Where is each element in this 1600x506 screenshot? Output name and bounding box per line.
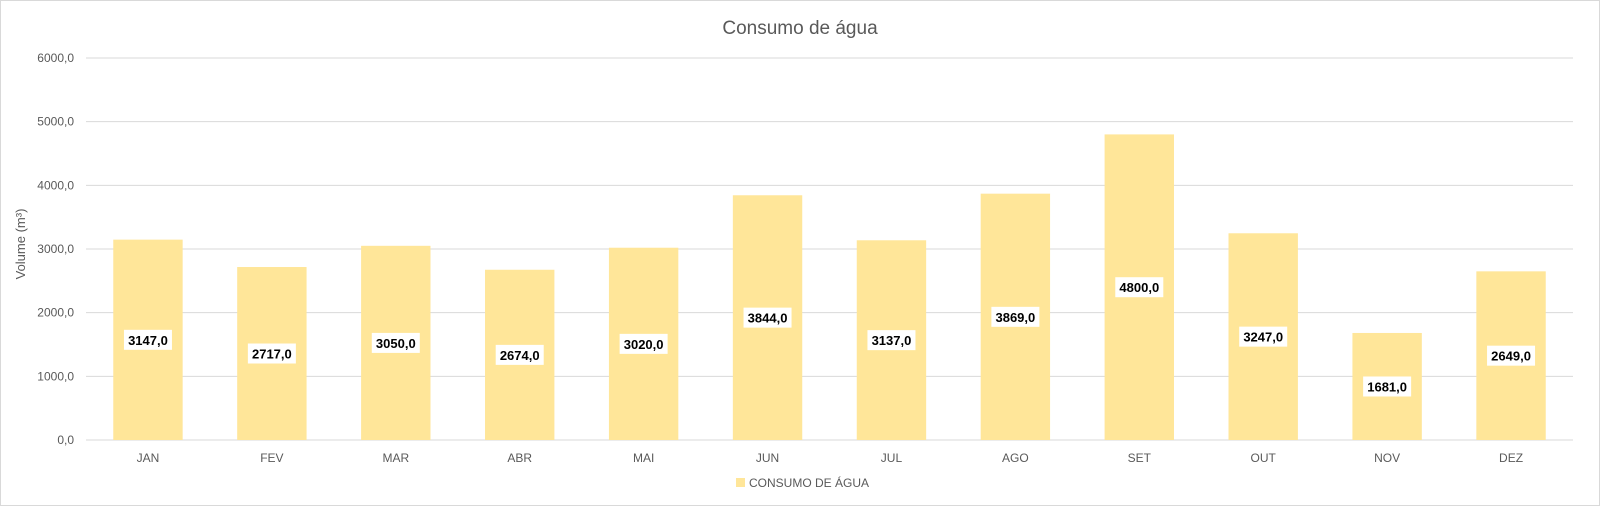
x-tick-label: JAN bbox=[137, 451, 160, 465]
data-label-text: 1681,0 bbox=[1367, 379, 1407, 394]
y-tick-label: 4000,0 bbox=[37, 178, 74, 192]
legend: CONSUMO DE ÁGUA bbox=[736, 475, 869, 490]
legend-label: CONSUMO DE ÁGUA bbox=[749, 475, 869, 490]
x-tick-label: AGO bbox=[1002, 451, 1029, 465]
legend-swatch bbox=[736, 478, 745, 487]
x-tick-label: FEV bbox=[260, 451, 283, 465]
data-label-text: 3147,0 bbox=[128, 333, 168, 348]
data-label-background bbox=[619, 333, 668, 354]
gridlines bbox=[86, 57, 1573, 441]
data-label-text: 3137,0 bbox=[872, 333, 912, 348]
data-label-text: 4800,0 bbox=[1119, 280, 1159, 295]
data-label: 3247,0 bbox=[1239, 326, 1288, 347]
x-tick-label: DEZ bbox=[1499, 451, 1523, 465]
x-tick-label: JUL bbox=[881, 451, 903, 465]
data-label-background bbox=[991, 306, 1040, 327]
y-tick-label: 2000,0 bbox=[37, 306, 74, 320]
x-tick-label: NOV bbox=[1374, 451, 1400, 465]
bars bbox=[113, 134, 1546, 440]
y-axis-title: Volume (m³) bbox=[13, 209, 28, 280]
x-tick-label: JUN bbox=[756, 451, 779, 465]
data-labels: 3147,0 2717,0 3050,0 2674,0 3020,0 3844,0 3137… bbox=[123, 277, 1536, 397]
data-label-background bbox=[1239, 326, 1288, 347]
data-label-text: 2674,0 bbox=[500, 348, 540, 363]
x-tick-label: SET bbox=[1128, 451, 1152, 465]
y-tick-label: 5000,0 bbox=[37, 115, 74, 129]
data-label-background bbox=[1487, 345, 1536, 366]
data-label: 3147,0 bbox=[123, 329, 172, 350]
data-label-text: 3020,0 bbox=[624, 337, 664, 352]
data-label-text: 3869,0 bbox=[995, 310, 1035, 325]
x-axis-ticks: JAN FEV MAR ABR MAI JUN JUL AGO SET OUT NOV DEZ bbox=[137, 451, 1523, 465]
y-axis-ticks: 0,0 1000,0 2000,0 3000,0 4000,0 5000,0 6000,0 bbox=[37, 51, 74, 447]
data-label: 2649,0 bbox=[1487, 345, 1536, 366]
y-tick-label: 3000,0 bbox=[37, 242, 74, 256]
data-label-background bbox=[743, 307, 792, 328]
data-label: 2717,0 bbox=[247, 343, 296, 364]
data-label-text: 3050,0 bbox=[376, 336, 416, 351]
x-tick-label: MAR bbox=[382, 451, 409, 465]
data-label: 4800,0 bbox=[1115, 277, 1164, 298]
data-label-text: 2649,0 bbox=[1491, 349, 1531, 364]
data-label-background bbox=[371, 332, 420, 353]
data-label: 3050,0 bbox=[371, 332, 420, 353]
data-label-background bbox=[1363, 376, 1412, 397]
y-tick-label: 6000,0 bbox=[37, 51, 74, 65]
y-tick-label: 1000,0 bbox=[37, 369, 74, 383]
data-label-background bbox=[867, 330, 916, 351]
y-tick-label: 0,0 bbox=[57, 433, 74, 447]
x-tick-label: MAI bbox=[633, 451, 654, 465]
data-label-text: 3844,0 bbox=[748, 311, 788, 326]
data-label: 2674,0 bbox=[495, 344, 544, 365]
data-label-text: 3247,0 bbox=[1243, 330, 1283, 345]
data-label-background bbox=[123, 329, 172, 350]
data-label: 3844,0 bbox=[743, 307, 792, 328]
chart-title: Consumo de água bbox=[722, 18, 878, 39]
data-label-background bbox=[495, 344, 544, 365]
data-label-background bbox=[1115, 277, 1164, 298]
data-label-background bbox=[247, 343, 296, 364]
data-label-text: 2717,0 bbox=[252, 347, 292, 362]
data-label: 1681,0 bbox=[1363, 376, 1412, 397]
x-tick-label: ABR bbox=[507, 451, 532, 465]
data-label: 3869,0 bbox=[991, 306, 1040, 327]
data-label: 3137,0 bbox=[867, 330, 916, 351]
x-tick-label: OUT bbox=[1251, 451, 1277, 465]
data-label: 3020,0 bbox=[619, 333, 668, 354]
